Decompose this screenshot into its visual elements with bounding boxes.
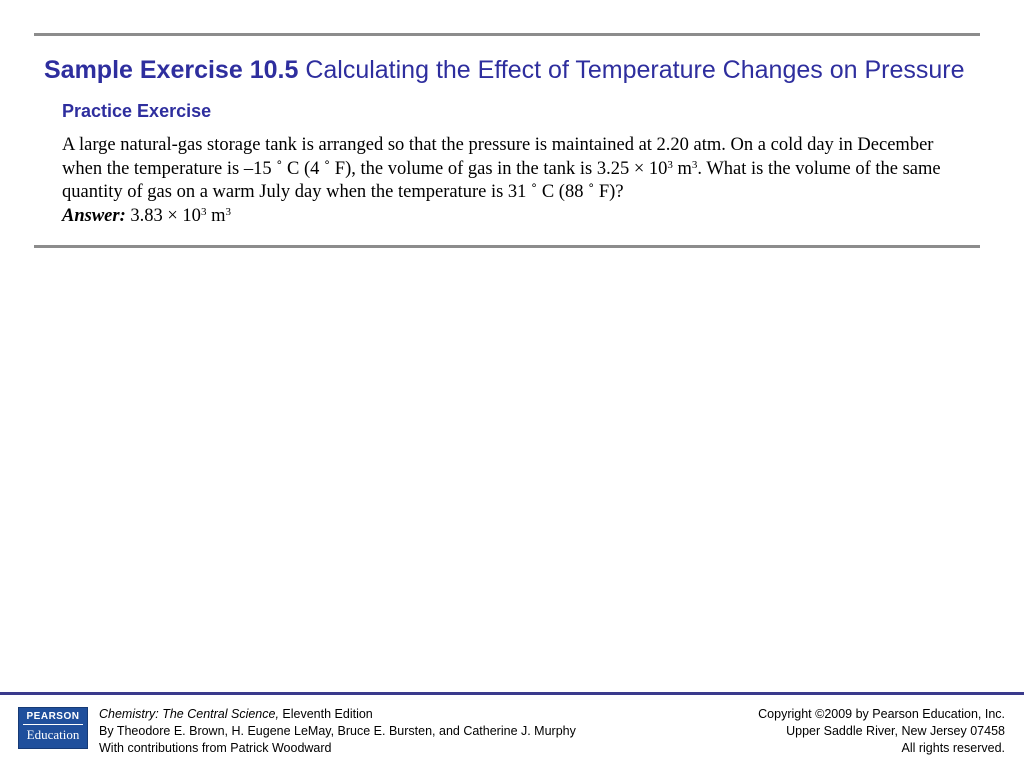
title-exercise-number: Sample Exercise 10.5 — [44, 56, 299, 84]
problem-unit: m — [672, 158, 692, 179]
pearson-logo: PEARSON Education — [18, 707, 88, 749]
footer-divider — [0, 692, 1024, 695]
problem-text-1: A large natural-gas storage tank is arra… — [62, 135, 934, 179]
top-divider — [34, 33, 980, 36]
bottom-divider — [34, 245, 980, 248]
title-topic: Calculating the Effect of Temperature Ch… — [305, 56, 965, 84]
footer-copyright: Copyright ©2009 by Pearson Education, In… — [758, 706, 1005, 757]
problem-exponent-1: 3 — [667, 158, 673, 171]
answer-unit: m — [206, 205, 226, 226]
exercise-body: A large natural-gas storage tank is arra… — [62, 134, 942, 228]
footer-rights: All rights reserved. — [901, 741, 1005, 755]
footer-book-line: Chemistry: The Central Science, Eleventh… — [99, 706, 576, 723]
problem-exponent-2: 3 — [691, 158, 698, 171]
problem-text-2: . What is the volume of the same quantit… — [62, 158, 941, 203]
logo-education-text: Education — [26, 727, 80, 742]
footer-authors: By Theodore E. Brown, H. Eugene LeMay, B… — [99, 724, 576, 738]
footer-address: Upper Saddle River, New Jersey 07458 — [786, 724, 1005, 738]
answer-exponent-1: 3 — [200, 205, 207, 218]
answer-label: Answer: — [62, 205, 126, 226]
answer-exponent-2: 3 — [225, 205, 231, 218]
answer-line: Answer: 3.83 × 103 m3 — [62, 205, 942, 229]
footer-contributions: With contributions from Patrick Woodward — [99, 741, 332, 755]
logo-pearson-text: PEARSON — [23, 708, 83, 725]
practice-exercise-heading: Practice Exercise — [62, 101, 212, 121]
footer-book-title: Chemistry: The Central Science, — [99, 707, 279, 721]
footer-citation: Chemistry: The Central Science, Eleventh… — [99, 706, 576, 757]
slide-title: Sample Exercise 10.5 Calculating the Eff… — [44, 55, 965, 85]
footer-copyright-line: Copyright ©2009 by Pearson Education, In… — [758, 707, 1005, 721]
footer-edition: Eleventh Edition — [278, 707, 373, 721]
problem-statement: A large natural-gas storage tank is arra… — [62, 134, 942, 205]
answer-value: 3.83 × 10 — [125, 205, 201, 226]
